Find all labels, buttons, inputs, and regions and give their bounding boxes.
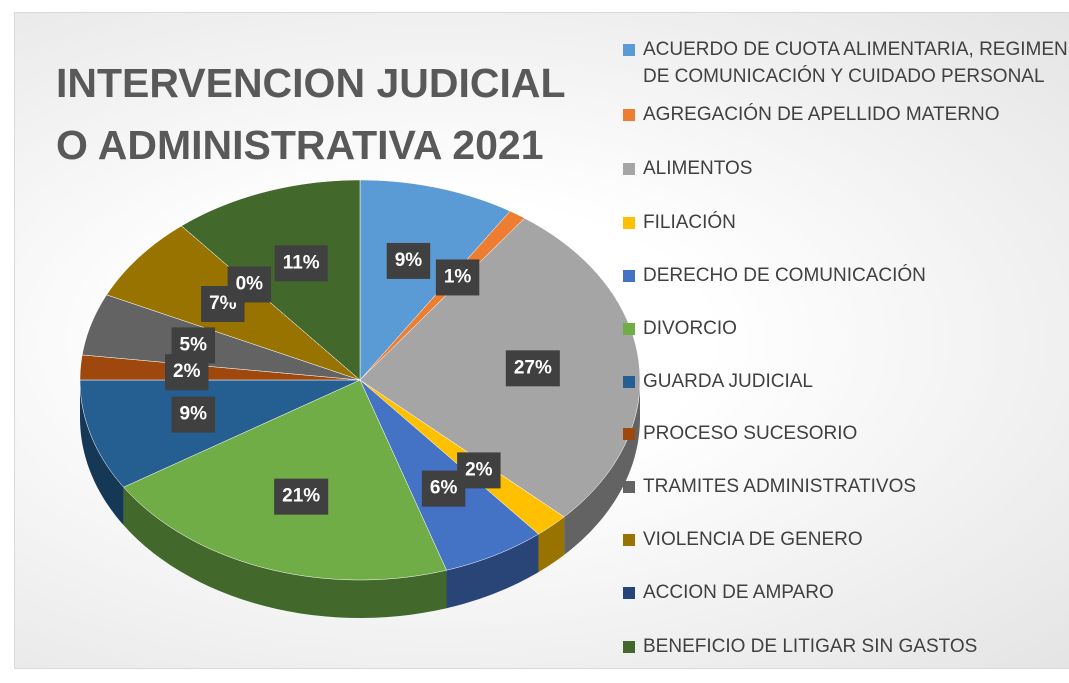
slice-side — [564, 380, 640, 555]
legend-item: FILIACIÓN — [623, 209, 1069, 236]
legend-label: PROCESO SUCESORIO — [643, 423, 858, 444]
legend-swatch — [623, 641, 635, 653]
legend-label: ALIMENTOS — [643, 158, 753, 179]
data-label-box — [171, 396, 216, 433]
slice-side — [538, 516, 565, 573]
legend-item: TRAMITES ADMINISTRATIVOS — [623, 473, 1069, 500]
legend-label: VIOLENCIA DE GENERO — [643, 529, 863, 550]
data-label-box — [386, 242, 431, 279]
data-label-text: 2% — [465, 459, 493, 480]
data-label-box — [421, 470, 466, 507]
chart-title: INTERVENCION JUDICIAL O ADMINISTRATIVA 2… — [56, 60, 565, 168]
legend-swatch — [623, 534, 635, 546]
data-label-text: 27% — [514, 357, 552, 378]
data-label-text: 5% — [180, 334, 208, 355]
data-label: 27% — [505, 350, 560, 387]
legend-label: BENEFICIO DE LITIGAR SIN GASTOS — [643, 636, 978, 657]
data-label: 9% — [171, 396, 216, 433]
legend-item: ALIMENTOS — [623, 155, 1069, 182]
legend-label: TRAMITES ADMINISTRATIVOS — [643, 476, 917, 497]
legend-item: ACUERDO DE CUOTA ALIMENTARIA, REGIMEN DE… — [623, 36, 1069, 90]
legend-swatch — [623, 428, 635, 440]
legend-item: BENEFICIO DE LITIGAR SIN GASTOS — [623, 633, 1069, 660]
data-label-text: 1% — [444, 266, 472, 287]
data-label-text: 11% — [283, 252, 320, 273]
legend-item: PROCESO SUCESORIO — [623, 420, 1069, 447]
legend-swatch — [623, 217, 635, 229]
slice-side — [446, 534, 539, 609]
legend-swatch — [623, 587, 635, 599]
legend-label: GUARDA JUDICIAL — [643, 371, 813, 392]
legend-swatch — [623, 109, 635, 121]
slice-side — [80, 380, 124, 526]
legend-label: AGREGACIÓN DE APELLIDO MATERNO — [643, 104, 1000, 125]
data-label-text: 6% — [430, 478, 458, 499]
data-label-box — [171, 327, 216, 364]
legend-item: ACCION DE AMPARO — [623, 579, 1069, 606]
data-label-text: 9% — [180, 404, 208, 425]
data-label: 11% — [274, 245, 328, 282]
data-label: 9% — [386, 242, 431, 279]
data-label: 21% — [274, 478, 329, 515]
legend-swatch — [623, 270, 635, 282]
data-label: 0% — [227, 266, 272, 303]
legend-swatch — [623, 323, 635, 335]
data-label-box — [274, 245, 328, 282]
legend-swatch — [623, 481, 635, 493]
slice — [359, 179, 511, 381]
legend-label: DERECHO DE COMUNICACIÓN — [643, 265, 926, 286]
legend-item: DIVORCIO — [623, 315, 1069, 342]
data-label-text: 9% — [395, 250, 423, 271]
data-label-text: 2% — [173, 361, 201, 382]
data-label: 1% — [435, 259, 480, 296]
slice — [79, 379, 361, 488]
legend-item: DERECHO DE COMUNICACIÓN — [623, 262, 1069, 289]
slice — [81, 294, 361, 381]
legend-label: ACCION DE AMPARO — [643, 582, 834, 603]
data-label-text: 21% — [282, 486, 320, 507]
legend-swatch — [623, 44, 635, 56]
data-label-box — [274, 478, 329, 515]
data-label-box — [435, 259, 480, 296]
slice — [359, 210, 526, 381]
data-label-box — [227, 266, 272, 303]
legend-label: DIVORCIO — [643, 318, 737, 339]
slice — [359, 217, 641, 518]
legend-label: ACUERDO DE CUOTA ALIMENTARIA, REGIMEN DE… — [643, 39, 1068, 87]
legend-swatch — [623, 376, 635, 388]
legend-item: GUARDA JUDICIAL — [623, 368, 1069, 395]
data-label: 6% — [421, 470, 466, 507]
legend-label: FILIACIÓN — [643, 212, 736, 233]
data-label-box — [505, 350, 560, 387]
legend-item: VIOLENCIA DE GENERO — [623, 526, 1069, 553]
data-label-text: 0% — [236, 273, 264, 294]
data-label: 5% — [171, 327, 216, 364]
slice-side — [123, 487, 447, 618]
legend-swatch — [623, 163, 635, 175]
legend-item: AGREGACIÓN DE APELLIDO MATERNO — [623, 101, 1069, 128]
